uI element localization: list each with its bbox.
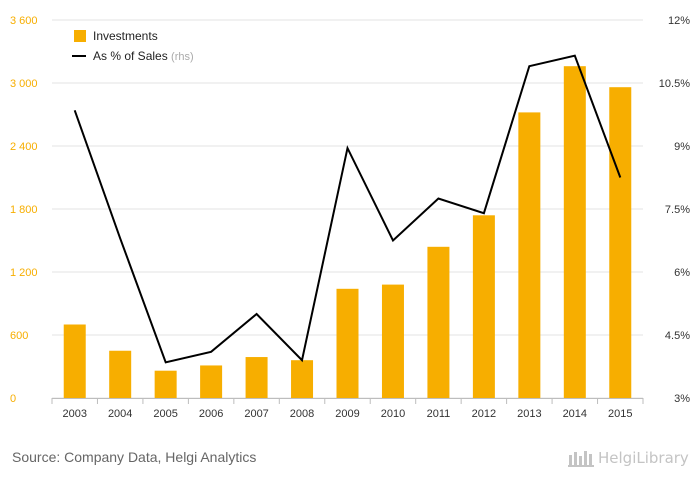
bar-2012: [472, 215, 495, 398]
legend-label-pct-sales: As % of Sales (rhs): [93, 49, 194, 63]
legend-label-investments: Investments: [93, 29, 158, 43]
x-tick-label: 2012: [472, 408, 496, 420]
x-tick-label: 2014: [563, 408, 587, 420]
bar-2007: [245, 357, 268, 398]
y-right-tick-label: 3%: [674, 393, 690, 405]
y-right-tick-label: 10.5%: [659, 78, 690, 90]
x-tick-label: 2013: [517, 408, 541, 420]
bar-2003: [63, 324, 86, 398]
brand-name: HelgiLibrary: [598, 449, 689, 467]
x-tick-label: 2006: [199, 408, 223, 420]
bar-2014: [563, 66, 586, 398]
bar-series: [63, 66, 632, 399]
bar-2013: [518, 112, 541, 399]
bar-2006: [200, 365, 223, 398]
x-tick-label: 2004: [108, 408, 132, 420]
y-left-tick-label: 1 200: [10, 267, 38, 279]
x-tick-label: 2009: [335, 408, 359, 420]
bar-2009: [336, 288, 359, 398]
y-right-tick-label: 4.5%: [665, 330, 690, 342]
y-right-tick-label: 12%: [668, 15, 690, 27]
x-tick-label: 2011: [427, 408, 451, 420]
x-tick-label: 2007: [244, 408, 268, 420]
x-tick-label: 2008: [290, 408, 314, 420]
x-tick-label: 2005: [153, 408, 177, 420]
y-left-tick-label: 600: [10, 330, 28, 342]
brand-logo: HelgiLibrary: [568, 449, 689, 467]
y-left-tick-label: 3 000: [10, 78, 38, 90]
y-right-tick-label: 7.5%: [665, 204, 690, 216]
x-tick-label: 2010: [381, 408, 405, 420]
x-tick-label: 2015: [608, 408, 632, 420]
bar-2011: [427, 246, 450, 398]
y-left-tick-label: 3 600: [10, 15, 38, 27]
y-right-tick-label: 9%: [674, 141, 690, 153]
legend-swatch-investments: [74, 30, 86, 42]
y-left-tick-label: 2 400: [10, 141, 38, 153]
bar-2010: [381, 284, 404, 398]
y-left-tick-label: 0: [10, 393, 16, 405]
bar-2004: [109, 350, 132, 398]
legend: Investments As % of Sales (rhs): [72, 29, 194, 63]
bar-2005: [154, 370, 177, 398]
line-series: [73, 54, 622, 364]
library-icon: [568, 451, 594, 467]
bar-2008: [291, 360, 314, 398]
bar-2015: [609, 87, 632, 398]
axes: 0 3% 600 4.5% 1 200 6% 1 800 7.5% 2 400 9% 3 000 10…: [10, 15, 690, 420]
source-note: Source: Company Data, Helgi Analytics: [12, 449, 257, 465]
y-left-tick-label: 1 800: [10, 204, 38, 216]
x-tick-label: 2003: [62, 408, 86, 420]
y-right-tick-label: 6%: [674, 267, 690, 279]
